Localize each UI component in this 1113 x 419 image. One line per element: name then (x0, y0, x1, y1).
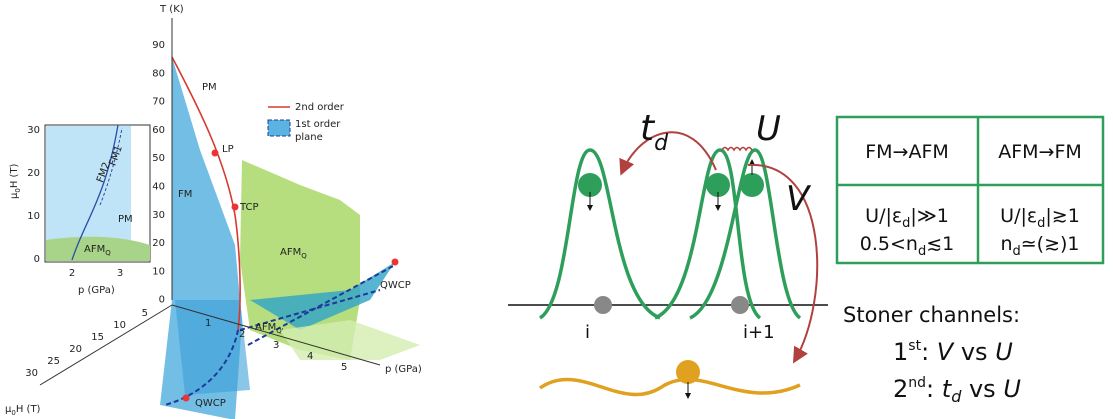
tick-label: 2 (239, 329, 245, 340)
tick-label: 20 (27, 168, 40, 179)
tick-label: 0 (34, 254, 40, 265)
hopping-arrow (622, 132, 716, 172)
u-label: U (756, 109, 781, 149)
tcp-point (232, 204, 239, 211)
tcp-label: TCP (239, 202, 259, 213)
tick-label: 3 (273, 340, 279, 351)
table-header: AFM→FM (998, 141, 1082, 163)
tick-label: 20 (152, 238, 165, 249)
tick-label: 25 (47, 356, 60, 367)
tick-label: 20 (69, 344, 82, 355)
fm-label: FM (178, 189, 192, 200)
tick-label: 0 (159, 295, 165, 306)
figure: T (K) 9080706050403020100123455101520253… (0, 0, 1113, 419)
qwcp-point (392, 259, 399, 266)
h-axis (40, 305, 172, 385)
qwcp-label: QWCP (380, 280, 411, 291)
lp-label: LP (222, 144, 234, 155)
band (540, 379, 800, 394)
v-label: V (786, 179, 812, 219)
tick-label: 1 (205, 318, 211, 329)
qwcp-label: QWCP (195, 398, 226, 409)
tick-label: 10 (113, 320, 126, 331)
table-header: FM→AFM (865, 141, 949, 163)
stoner-first: 1st: V vs U (893, 338, 1013, 366)
legend-text: 1st order (295, 119, 341, 130)
tick-label: 5 (142, 308, 148, 319)
tick-label: 10 (152, 266, 165, 277)
tick-label: 3 (117, 268, 123, 279)
tick-label: 5 (341, 362, 347, 373)
tick-label: 50 (152, 153, 165, 164)
lp-point (212, 150, 219, 157)
legend-text: plane (295, 132, 323, 143)
p-axis-label: p (GPa) (385, 364, 422, 375)
orbital (655, 150, 800, 318)
tick-label: 60 (152, 125, 165, 136)
site-label: i (585, 322, 590, 343)
tick-label: 4 (307, 351, 313, 362)
t-axis-label: T (K) (159, 4, 184, 15)
tick-label: 70 (152, 97, 165, 108)
stoner-second: 2nd: td vs U (893, 375, 1021, 406)
h-axis-label: μ0H (T) (5, 404, 41, 417)
electron (740, 173, 764, 197)
tick-label: 90 (152, 40, 165, 51)
pm-label: PM (118, 214, 133, 225)
tick-label: 80 (152, 68, 165, 79)
table-cell: U/|εd|≫1 (865, 205, 949, 231)
table-cell: U/|εd|≳1 (1000, 205, 1080, 231)
td-label: td (640, 108, 669, 156)
inset-y-label: μ0H (T) (9, 163, 22, 199)
qwcp-point (183, 395, 190, 402)
legend-text: 2nd order (295, 102, 345, 113)
table-cell: 0.5<nd≲1 (860, 233, 954, 259)
tick-label: 10 (27, 211, 40, 222)
table-cell: nd≃(≳)1 (1000, 233, 1079, 259)
tick-label: 15 (91, 332, 104, 343)
electron (676, 360, 700, 384)
pm-label: PM (202, 82, 217, 93)
tick-label: 2 (69, 268, 75, 279)
site-label: i+1 (743, 322, 775, 343)
inset-x-label: p (GPa) (78, 285, 115, 296)
page: {"phase_diagram": { "t_axis_label": "T (… (0, 0, 1113, 419)
coulomb (722, 148, 752, 151)
site (594, 296, 612, 314)
tick-label: 30 (25, 368, 38, 379)
site (731, 296, 749, 314)
tick-label: 30 (27, 125, 40, 136)
orbital (540, 150, 660, 318)
stoner-title: Stoner channels: (843, 303, 1020, 327)
legend-swatch (268, 120, 290, 136)
tick-label: 30 (152, 210, 165, 221)
tick-label: 40 (152, 182, 165, 193)
schematic: td U V i i+1 FM→AFM AFM→FM U/|εd|≫1 U/|εd|≳… (508, 108, 1103, 406)
